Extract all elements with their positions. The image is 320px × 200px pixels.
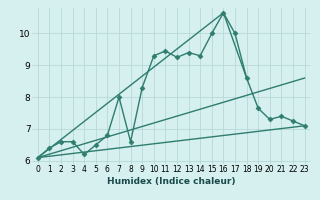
X-axis label: Humidex (Indice chaleur): Humidex (Indice chaleur)	[107, 177, 236, 186]
